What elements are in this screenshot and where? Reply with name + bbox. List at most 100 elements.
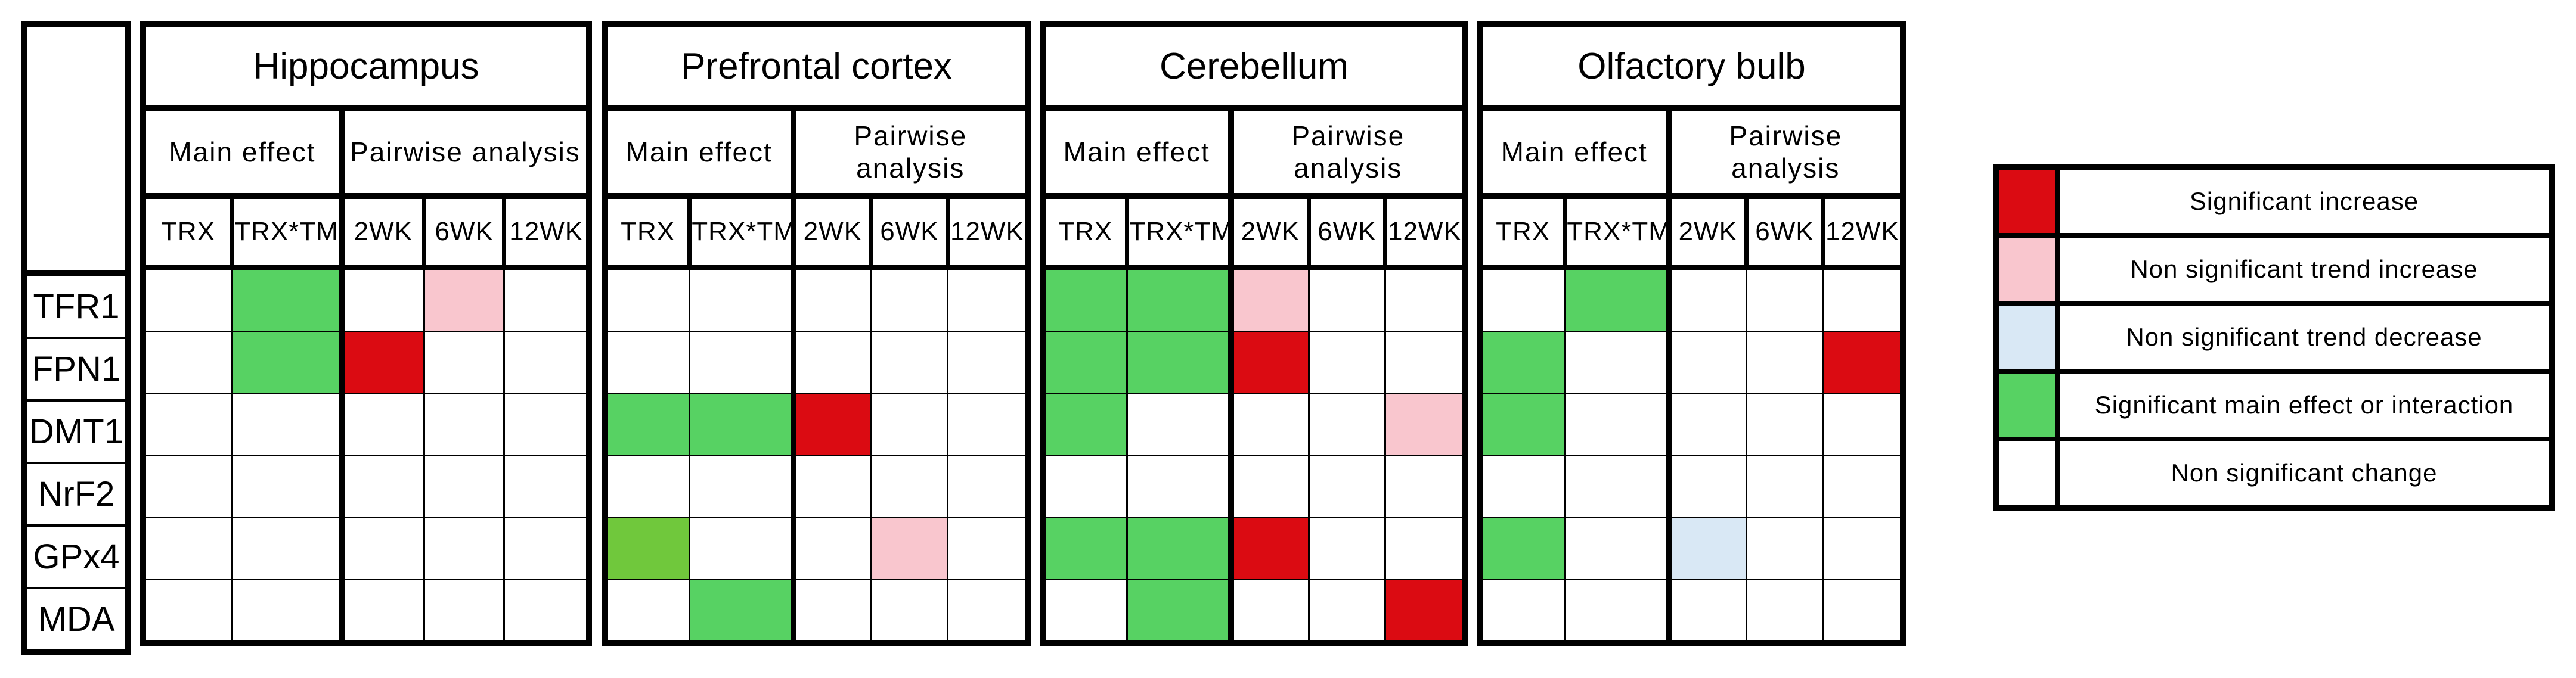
cell-prefrontal-cortex-fpn1-6wk	[870, 331, 948, 394]
column-group-label-main-effect: Main effect	[605, 108, 793, 199]
cell-hippocampus-gpx4-12wk	[503, 517, 590, 580]
cell-hippocampus-dmt1-trx	[142, 393, 234, 456]
region-title-prefrontal-cortex: Prefrontal cortex	[605, 24, 1028, 111]
data-row-gpx4	[604, 517, 1029, 580]
gene-label-row: NrF2	[24, 462, 128, 525]
gene-label-gpx4: GPx4	[24, 524, 128, 588]
cell-hippocampus-fpn1-2wk	[338, 331, 425, 394]
cell-prefrontal-cortex-tfr1-trx-tm	[689, 266, 794, 332]
cell-cerebellum-nrf2-6wk	[1308, 455, 1386, 518]
column-header-trx: TRX	[1480, 196, 1567, 270]
cell-olfactory-bulb-dmt1-trx-tm	[1564, 393, 1669, 456]
region-title-row: Cerebellum	[1043, 24, 1465, 111]
data-row-mda	[142, 579, 590, 645]
data-row-dmt1	[1479, 393, 1904, 456]
region-table-olfactory-bulb: Olfactory bulb Main effect Pairwise analys…	[1477, 21, 1906, 646]
cell-prefrontal-cortex-tfr1-2wk	[790, 266, 873, 332]
column-header-trx-tm: TRX*TM	[230, 196, 344, 270]
cell-prefrontal-cortex-gpx4-trx	[604, 517, 691, 580]
cell-prefrontal-cortex-mda-6wk	[870, 579, 948, 645]
data-row-fpn1	[142, 331, 590, 394]
cell-cerebellum-fpn1-trx	[1041, 331, 1129, 394]
cell-hippocampus-fpn1-6wk	[423, 331, 506, 394]
column-header-2wk: 2WK	[1227, 196, 1312, 270]
cell-olfactory-bulb-gpx4-2wk	[1665, 517, 1748, 580]
cell-olfactory-bulb-fpn1-trx-tm	[1564, 331, 1669, 394]
gene-label-column-body: TFR1 FPN1 DMT1 NrF2 GPx4 MDA	[24, 24, 128, 652]
label-header-spacer-cell	[24, 24, 128, 111]
cell-cerebellum-gpx4-trx-tm	[1126, 517, 1232, 580]
gene-label-mda: MDA	[24, 587, 128, 652]
cell-olfactory-bulb-fpn1-12wk	[1821, 331, 1904, 394]
cell-cerebellum-nrf2-12wk	[1384, 455, 1467, 518]
label-header-spacer-row	[24, 199, 128, 273]
cell-cerebellum-nrf2-trx-tm	[1126, 455, 1232, 518]
cell-cerebellum-mda-6wk	[1308, 579, 1386, 645]
cell-hippocampus-fpn1-trx	[142, 331, 234, 394]
cell-olfactory-bulb-dmt1-12wk	[1821, 393, 1904, 456]
cell-cerebellum-dmt1-12wk	[1384, 393, 1467, 456]
column-header-trx-tm: TRX*TM	[1563, 196, 1670, 270]
gene-label-row: MDA	[24, 587, 128, 652]
column-header-row: TRX TRX*TM 2WK 6WK 12WK	[605, 196, 1028, 270]
column-header-12wk: 12WK	[1382, 196, 1465, 270]
cell-olfactory-bulb-fpn1-2wk	[1665, 331, 1748, 394]
column-header-6wk: 6WK	[421, 196, 507, 270]
column-group-label-main-effect: Main effect	[143, 108, 342, 199]
column-header-trx: TRX	[143, 196, 235, 270]
cell-olfactory-bulb-tfr1-6wk	[1746, 266, 1824, 332]
column-group-label-pairwise-analysis: Pairwise analysis	[1227, 108, 1465, 199]
cell-olfactory-bulb-nrf2-2wk	[1665, 455, 1748, 518]
cell-hippocampus-mda-trx	[142, 579, 234, 645]
column-group-row: Main effect Pairwise analysis	[143, 108, 589, 199]
cell-prefrontal-cortex-gpx4-2wk	[790, 517, 873, 580]
cell-prefrontal-cortex-fpn1-trx-tm	[689, 331, 794, 394]
cell-hippocampus-dmt1-12wk	[503, 393, 590, 456]
region-title-cerebellum: Cerebellum	[1043, 24, 1465, 111]
cell-olfactory-bulb-gpx4-12wk	[1821, 517, 1904, 580]
cell-hippocampus-nrf2-trx	[142, 455, 234, 518]
cell-hippocampus-tfr1-12wk	[503, 266, 590, 332]
legend-swatch-non-significant-trend-decrease	[1994, 301, 2060, 374]
region-table-body-hippocampus: Hippocampus Main effect Pairwise analysis T…	[142, 24, 590, 645]
cell-prefrontal-cortex-tfr1-trx	[604, 266, 691, 332]
cell-hippocampus-nrf2-12wk	[503, 455, 590, 518]
cell-cerebellum-mda-12wk	[1384, 579, 1467, 645]
cell-hippocampus-dmt1-6wk	[423, 393, 506, 456]
cell-olfactory-bulb-dmt1-6wk	[1746, 393, 1824, 456]
gene-label-column: TFR1 FPN1 DMT1 NrF2 GPx4 MDA	[21, 21, 131, 655]
cell-prefrontal-cortex-nrf2-6wk	[870, 455, 948, 518]
cell-cerebellum-gpx4-trx	[1041, 517, 1129, 580]
legend-row-non-significant-trend-increase: Non significant trend increase	[1994, 233, 2554, 306]
column-group-row: Main effect Pairwise analysis	[1480, 108, 1903, 199]
data-row-tfr1	[142, 266, 590, 332]
cell-prefrontal-cortex-gpx4-12wk	[946, 517, 1029, 580]
cell-olfactory-bulb-gpx4-trx	[1479, 517, 1566, 580]
cell-olfactory-bulb-gpx4-6wk	[1746, 517, 1824, 580]
region-title-row: Hippocampus	[143, 24, 589, 111]
data-row-nrf2	[142, 455, 590, 518]
column-header-trx-tm: TRX*TM	[1125, 196, 1233, 270]
cell-cerebellum-tfr1-trx-tm	[1126, 266, 1232, 332]
column-header-row: TRX TRX*TM 2WK 6WK 12WK	[1043, 196, 1465, 270]
region-table-hippocampus: Hippocampus Main effect Pairwise analysis T…	[140, 21, 592, 646]
cell-olfactory-bulb-nrf2-6wk	[1746, 455, 1824, 518]
column-header-2wk: 2WK	[338, 196, 426, 270]
cell-prefrontal-cortex-gpx4-6wk	[870, 517, 948, 580]
cell-hippocampus-tfr1-trx	[142, 266, 234, 332]
cell-prefrontal-cortex-nrf2-trx-tm	[689, 455, 794, 518]
region-table-cerebellum: Cerebellum Main effect Pairwise analysis TR…	[1040, 21, 1468, 646]
legend-row-significant-main-effect-or-interaction: Significant main effect or interaction	[1994, 369, 2554, 441]
cell-hippocampus-gpx4-2wk	[338, 517, 425, 580]
cell-olfactory-bulb-fpn1-trx	[1479, 331, 1566, 394]
column-group-label-pairwise-analysis: Pairwise analysis	[338, 108, 589, 199]
column-header-12wk: 12WK	[502, 196, 589, 270]
region-table-prefrontal-cortex: Prefrontal cortex Main effect Pairwise ana…	[602, 21, 1031, 646]
column-header-trx: TRX	[605, 196, 692, 270]
cell-olfactory-bulb-nrf2-12wk	[1821, 455, 1904, 518]
cell-prefrontal-cortex-fpn1-2wk	[790, 331, 873, 394]
cell-hippocampus-nrf2-trx-tm	[231, 455, 343, 518]
data-row-fpn1	[604, 331, 1029, 394]
cell-prefrontal-cortex-mda-trx	[604, 579, 691, 645]
